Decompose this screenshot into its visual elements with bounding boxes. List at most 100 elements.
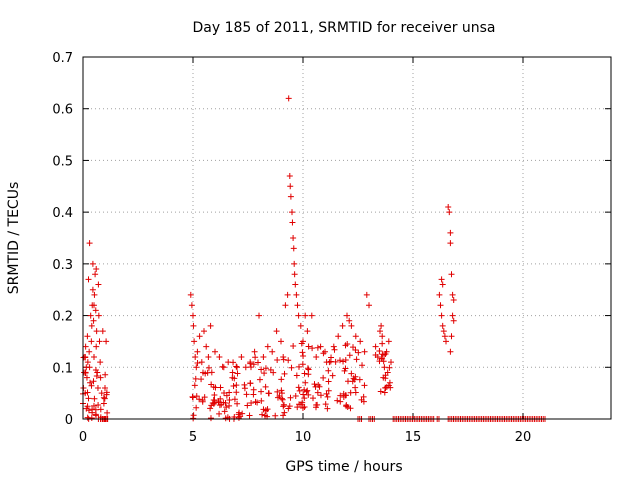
data-point <box>447 229 454 236</box>
data-point <box>274 388 281 395</box>
plot-frame <box>82 56 612 420</box>
data-point <box>189 393 196 400</box>
data-point <box>260 353 267 360</box>
data-point <box>250 361 257 368</box>
data-point <box>302 379 309 386</box>
data-point <box>322 401 329 408</box>
data-point <box>102 384 108 391</box>
axis-ticks: 0 0.1 0.2 0.3 0.4 0.5 0.6 0.7 0 5 10 15 20 <box>52 51 611 445</box>
data-point <box>191 338 198 345</box>
data-point <box>267 366 274 373</box>
data-point <box>235 414 242 421</box>
data-point <box>309 345 316 352</box>
data-point <box>233 363 240 370</box>
data-point <box>449 291 456 298</box>
data-point <box>247 360 254 367</box>
data-point <box>98 390 105 397</box>
data-point <box>90 378 97 385</box>
data-point <box>313 353 320 360</box>
y-tick-label: 0.4 <box>52 206 73 221</box>
data-point <box>223 392 230 399</box>
y-tick-label: 0 <box>65 413 73 428</box>
data-point <box>282 302 289 309</box>
data-point <box>356 376 363 383</box>
data-point <box>202 370 209 377</box>
data-point <box>352 384 359 391</box>
data-point <box>247 380 254 387</box>
data-point <box>278 395 285 402</box>
data-point <box>305 343 312 350</box>
data-point <box>219 363 226 370</box>
data-point <box>308 312 315 319</box>
data-point <box>278 387 285 394</box>
data-point <box>296 387 303 394</box>
data-point <box>355 349 362 356</box>
data-point <box>297 322 304 329</box>
data-point <box>310 395 317 402</box>
data-point <box>297 401 304 408</box>
data-point <box>261 370 268 377</box>
data-point <box>285 95 292 102</box>
data-point <box>325 367 332 374</box>
data-point <box>298 340 305 347</box>
data-point <box>387 384 394 391</box>
data-point <box>258 397 265 404</box>
data-point <box>226 397 233 404</box>
data-point <box>304 328 311 335</box>
data-point <box>312 404 319 411</box>
data-point <box>191 382 198 389</box>
data-point <box>381 351 388 358</box>
data-point <box>211 392 218 399</box>
data-point <box>448 271 455 278</box>
data-point <box>320 350 327 357</box>
x-tick-label: 15 <box>405 430 422 445</box>
data-point <box>382 372 389 379</box>
data-point <box>96 338 103 345</box>
data-point <box>320 374 327 381</box>
data-point <box>292 281 299 288</box>
data-point <box>337 392 344 399</box>
data-point <box>262 412 269 419</box>
data-point <box>84 359 91 366</box>
data-point <box>285 357 292 364</box>
data-point <box>447 240 454 247</box>
data-point <box>324 405 331 412</box>
y-tick-label: 0.6 <box>52 103 73 118</box>
data-point <box>196 333 203 340</box>
chart-title: Day 185 of 2011, SRMTID for receiver uns… <box>192 20 495 36</box>
data-point <box>279 396 286 403</box>
data-point <box>91 353 97 360</box>
data-point <box>264 406 271 413</box>
data-point <box>89 286 96 293</box>
data-point <box>291 260 298 267</box>
data-point <box>100 400 107 407</box>
data-point <box>93 328 100 335</box>
data-point <box>352 389 359 396</box>
data-point <box>303 388 310 395</box>
data-point <box>286 172 293 179</box>
data-point <box>280 412 287 419</box>
data-point <box>187 291 194 298</box>
data-point <box>372 352 379 359</box>
data-point <box>199 398 206 405</box>
data-point <box>88 382 95 389</box>
data-point <box>322 348 328 355</box>
data-point <box>323 390 330 397</box>
data-point <box>258 388 265 395</box>
data-point <box>350 375 357 382</box>
data-point <box>381 364 388 371</box>
data-point <box>203 343 210 350</box>
data-point <box>194 359 201 366</box>
data-point <box>280 403 287 410</box>
data-point <box>190 312 196 319</box>
y-tick-label: 0.5 <box>52 154 73 169</box>
data-point <box>336 357 343 364</box>
data-point <box>196 396 203 403</box>
data-point <box>194 348 201 355</box>
x-tick-label: 5 <box>189 430 197 445</box>
data-point <box>280 402 287 409</box>
data-point <box>222 399 229 406</box>
data-point <box>325 387 332 394</box>
data-point <box>359 362 366 369</box>
